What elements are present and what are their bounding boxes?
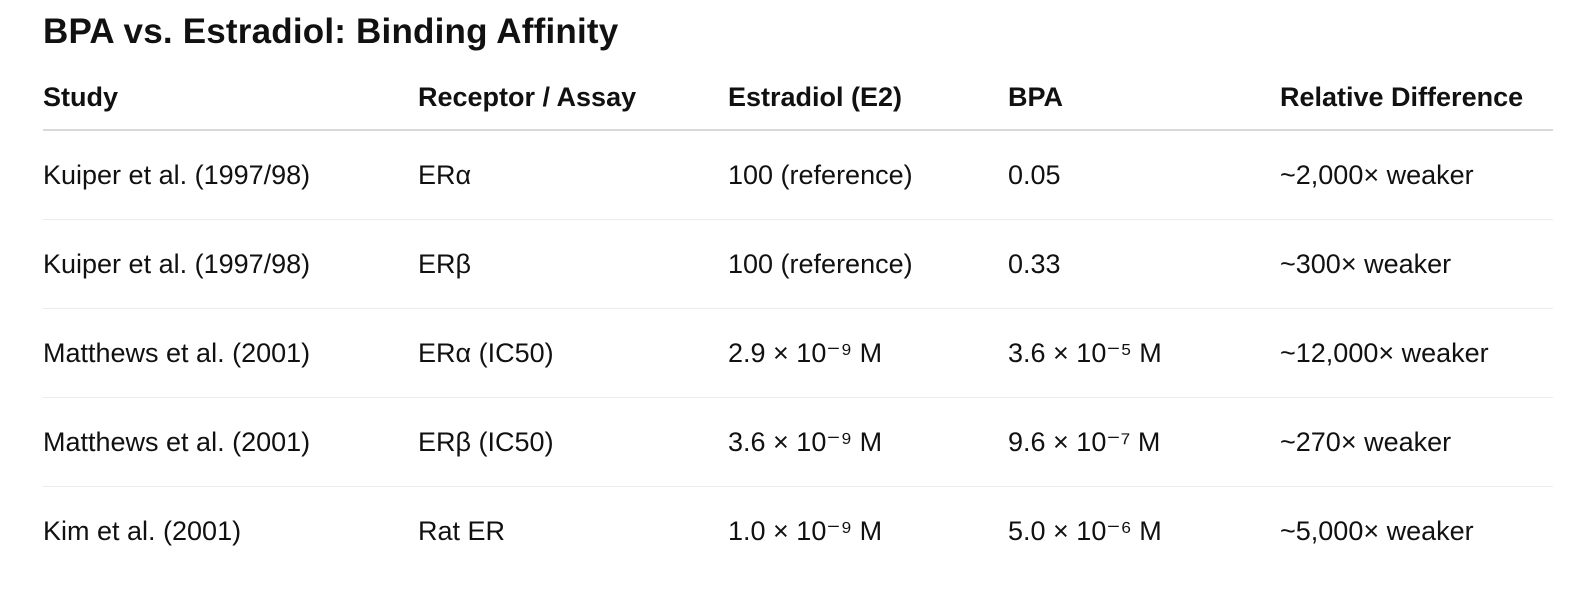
table-row: Kuiper et al. (1997/98) ERα 100 (reference…: [43, 130, 1553, 220]
table-cell: Kuiper et al. (1997/98): [43, 219, 418, 309]
table-cell: 1.0 × 10⁻⁹ M: [728, 515, 883, 546]
table-cell: 3.6 × 10⁻⁵ M: [1008, 308, 1280, 398]
table-cell: 2.9 × 10⁻⁹ M: [728, 308, 1008, 398]
table-cell: ERβ: [418, 219, 728, 309]
column-header: Study: [43, 66, 418, 131]
table-cell: Kuiper et al. (1997/98): [43, 130, 418, 220]
table-cell: Matthews et al. (2001): [43, 308, 418, 398]
table-cell: ERα: [418, 130, 728, 220]
table-row: Matthews et al. (2001) ERα (IC50) 2.9 × 10…: [43, 308, 1553, 398]
table-cell: 100 (reference): [728, 219, 1008, 309]
table: Study Receptor / Assay Estradiol (E2) BPA Re…: [43, 66, 1553, 575]
column-header: Estradiol (E2): [728, 66, 1008, 131]
table-cell: ~12,000× weaker: [1280, 308, 1553, 398]
table-cell: ~270× weaker: [1280, 397, 1553, 487]
table-cell: Matthews et al. (2001): [43, 397, 418, 487]
header-row: Study Receptor / Assay Estradiol (E2) BPA Re…: [43, 66, 1553, 131]
table-row: Kuiper et al. (1997/98) ERβ 100 (reference…: [43, 219, 1553, 309]
table-cell: 100 (reference): [728, 130, 1008, 220]
table-cell: Kim et al. (2001): [43, 515, 242, 546]
table-cell: 3.6 × 10⁻⁹ M: [728, 397, 1008, 487]
table-row: Kim et al. (2001) Rat ER 1.0 × 10⁻⁹ M 5.0 ×…: [43, 487, 1553, 576]
table-cell: ERβ (IC50): [418, 397, 728, 487]
column-header: BPA: [1008, 66, 1280, 131]
table-cell: 0.05: [1008, 130, 1280, 220]
table-cell: ERα (IC50): [418, 308, 728, 398]
table-cell: ~5,000× weaker: [1280, 515, 1474, 546]
column-header: Relative Difference: [1280, 66, 1553, 131]
column-header: Receptor / Assay: [418, 66, 728, 131]
table-cell: 9.6 × 10⁻⁷ M: [1008, 397, 1280, 487]
table-cell: ~2,000× weaker: [1280, 130, 1553, 220]
table-body: Kuiper et al. (1997/98) ERα 100 (reference…: [43, 130, 1553, 575]
table-cell: 5.0 × 10⁻⁶ M: [1008, 515, 1162, 546]
table-cell: ~300× weaker: [1280, 219, 1553, 309]
table-cell: 0.33: [1008, 219, 1280, 309]
table-cell: Rat ER: [418, 515, 506, 546]
title: BPA vs. Estradiol: Binding Affinity: [43, 12, 619, 51]
table-row: Matthews et al. (2001) ERβ (IC50) 3.6 × 10…: [43, 397, 1553, 487]
